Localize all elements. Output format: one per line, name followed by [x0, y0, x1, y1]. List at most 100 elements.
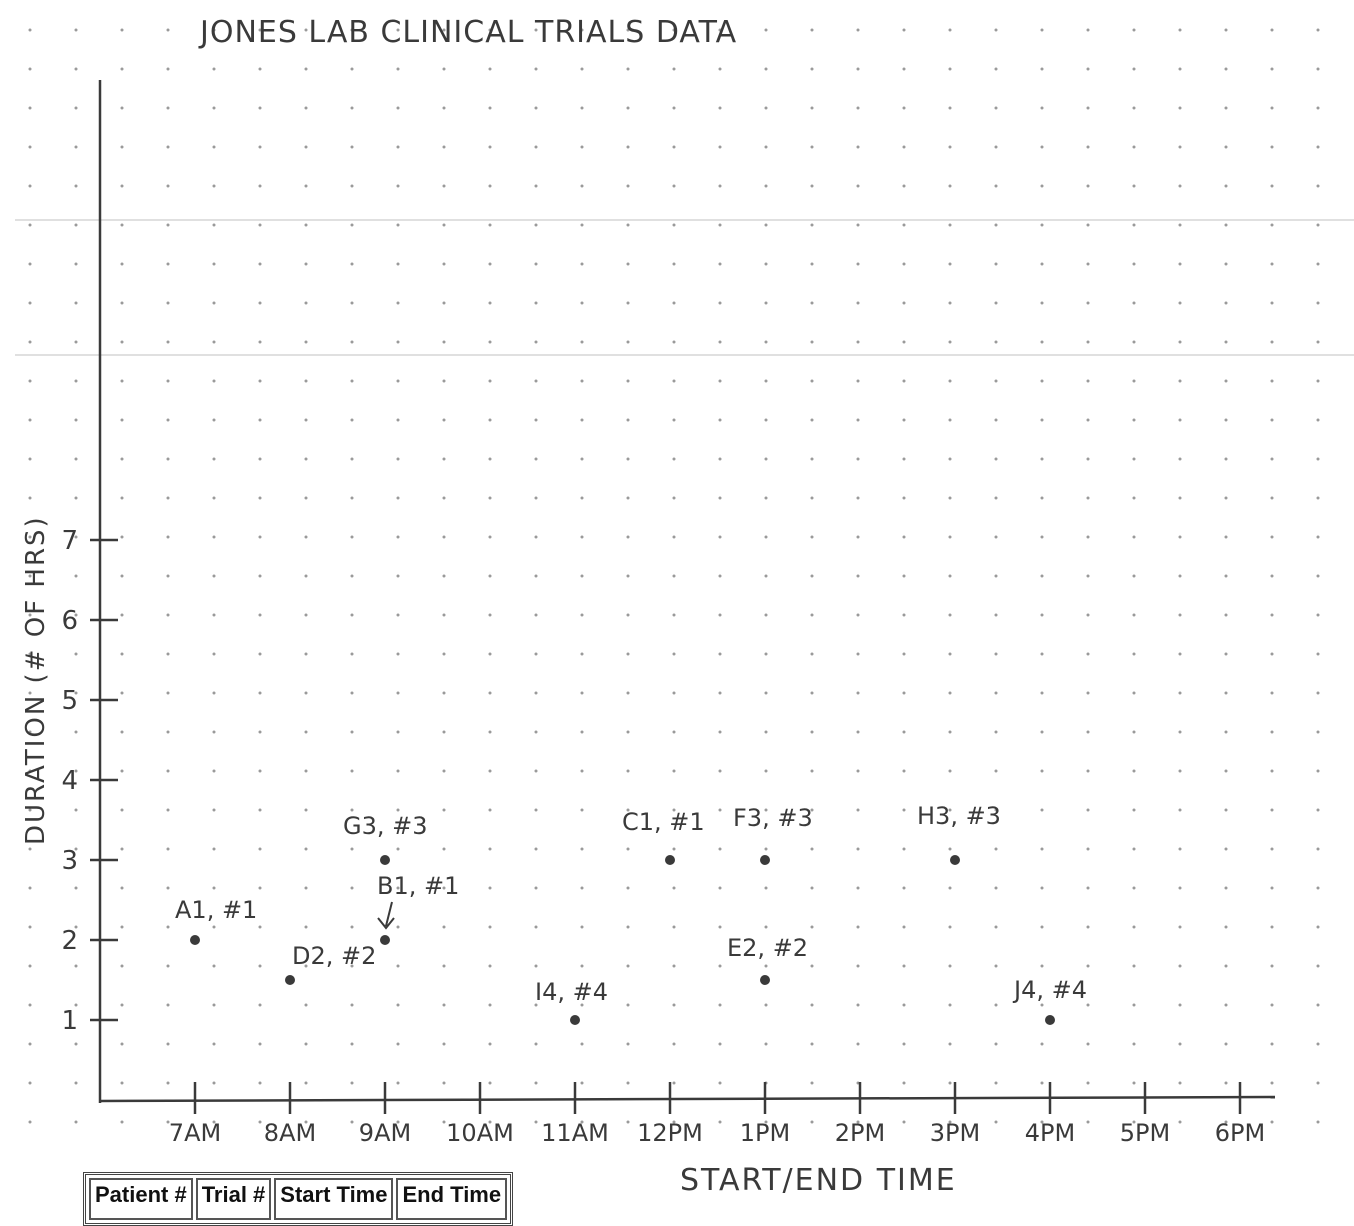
grid-dot — [1224, 223, 1228, 227]
grid-dot — [166, 67, 170, 71]
grid-dot — [1316, 691, 1320, 695]
grid-dot — [626, 28, 630, 32]
grid-dot — [258, 262, 262, 266]
grid-dot — [1316, 535, 1320, 539]
grid-dot — [856, 340, 860, 344]
grid-dot — [258, 1081, 262, 1085]
data-point — [190, 935, 200, 945]
grid-dot — [350, 262, 354, 266]
grid-dot — [1086, 1042, 1090, 1046]
grid-dot — [304, 67, 308, 71]
grid-dot — [212, 28, 216, 32]
grid-dot — [1132, 223, 1136, 227]
grid-dot — [1040, 223, 1044, 227]
grid-dot — [1178, 535, 1182, 539]
grid-dot — [580, 262, 584, 266]
grid-dot — [672, 1081, 676, 1085]
grid-dot — [1224, 808, 1228, 812]
grid-dot — [258, 613, 262, 617]
grid-dot — [534, 457, 538, 461]
grid-dot — [580, 730, 584, 734]
grid-dot — [212, 496, 216, 500]
grid-dot — [28, 847, 32, 851]
grid-dot — [1224, 457, 1228, 461]
grid-dot — [902, 574, 906, 578]
grid-dot — [1316, 457, 1320, 461]
grid-dot — [1270, 457, 1274, 461]
grid-dot — [718, 574, 722, 578]
grid-dot — [856, 769, 860, 773]
grid-dot — [1040, 262, 1044, 266]
grid-dot — [28, 67, 32, 71]
grid-dot — [166, 106, 170, 110]
grid-dot — [764, 67, 768, 71]
grid-dot — [1132, 1042, 1136, 1046]
grid-dot — [672, 769, 676, 773]
data-point — [950, 855, 960, 865]
grid-dot — [488, 184, 492, 188]
grid-dot — [948, 340, 952, 344]
grid-dot — [902, 184, 906, 188]
grid-dot — [166, 223, 170, 227]
grid-dot — [166, 496, 170, 500]
grid-dot — [580, 652, 584, 656]
grid-dot — [672, 691, 676, 695]
grid-dot — [488, 301, 492, 305]
grid-dot — [1270, 925, 1274, 929]
grid-dot — [1270, 379, 1274, 383]
grid-dot — [994, 769, 998, 773]
grid-dot — [626, 808, 630, 812]
grid-dot — [580, 379, 584, 383]
grid-dot — [28, 886, 32, 890]
grid-dot — [396, 652, 400, 656]
grid-dot — [1316, 379, 1320, 383]
grid-dot — [350, 925, 354, 929]
grid-dot — [994, 925, 998, 929]
grid-dot — [396, 223, 400, 227]
grid-dot — [74, 145, 78, 149]
grid-dot — [166, 925, 170, 929]
grid-dot — [764, 1003, 768, 1007]
grid-dot — [672, 1042, 676, 1046]
grid-dot — [994, 184, 998, 188]
grid-dot — [1040, 28, 1044, 32]
grid-dot — [1316, 1120, 1320, 1124]
grid-dot — [350, 28, 354, 32]
grid-dot — [1178, 730, 1182, 734]
grid-dot — [718, 379, 722, 383]
grid-dot — [74, 262, 78, 266]
grid-dot — [1178, 1081, 1182, 1085]
data-table: Patient # Trial # Start Time End Time — [83, 1172, 514, 1226]
grid-dot — [488, 262, 492, 266]
grid-dot — [580, 67, 584, 71]
grid-dot — [304, 145, 308, 149]
grid-dot — [1040, 496, 1044, 500]
data-point-label: C1, #1 — [622, 808, 705, 836]
y-tick-label: 4 — [61, 766, 78, 796]
grid-dot — [902, 1042, 906, 1046]
grid-dot — [212, 847, 216, 851]
grid-dot — [166, 730, 170, 734]
grid-dot — [396, 691, 400, 695]
y-tick-label: 1 — [61, 1006, 78, 1036]
grid-dot — [810, 301, 814, 305]
grid-dot — [258, 184, 262, 188]
data-point — [760, 975, 770, 985]
grid-dot — [626, 184, 630, 188]
grid-dot — [764, 457, 768, 461]
grid-dot — [74, 379, 78, 383]
grid-dot — [28, 808, 32, 812]
grid-dot — [1178, 1120, 1182, 1124]
grid-dot — [1086, 145, 1090, 149]
grid-dot — [1316, 262, 1320, 266]
grid-dot — [1224, 1042, 1228, 1046]
grid-dot — [1224, 1003, 1228, 1007]
grid-dot — [212, 418, 216, 422]
grid-dot — [994, 457, 998, 461]
grid-dot — [856, 886, 860, 890]
grid-dot — [902, 301, 906, 305]
grid-dot — [810, 496, 814, 500]
grid-dot — [1178, 613, 1182, 617]
grid-dot — [442, 301, 446, 305]
grid-dot — [810, 808, 814, 812]
